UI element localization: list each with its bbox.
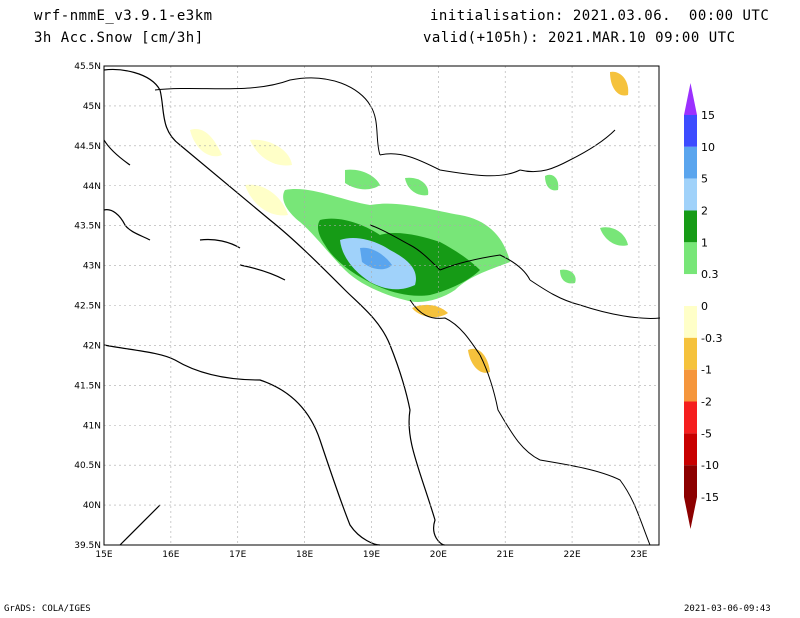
lat-label: 45N <box>83 102 101 112</box>
lon-label: 23E <box>630 550 647 560</box>
footer-left: GrADS: COLA/IGES <box>4 604 91 614</box>
lat-label: 39.5N <box>74 541 101 551</box>
colorbar-segment <box>684 465 697 497</box>
colorbar-cap-bottom <box>684 497 697 529</box>
colorbar-label: -0.3 <box>701 332 722 345</box>
valid-time: valid(+105h): 2021.MAR.10 09:00 UTC <box>423 30 736 46</box>
lon-label: 21E <box>497 550 514 560</box>
lat-label: 42.5N <box>74 302 101 312</box>
lon-label: 19E <box>363 550 380 560</box>
lat-label: 41N <box>83 421 101 431</box>
lat-label: 43N <box>83 262 101 272</box>
colorbar-label: 15 <box>701 109 715 122</box>
lon-label: 15E <box>95 550 112 560</box>
colorbar-label: -1 <box>701 364 712 377</box>
lon-label: 16E <box>162 550 179 560</box>
latitude-labels: 45.5N 45N 44.5N 44N 43.5N 43N 42.5N 42N 41.5N 41N… <box>74 62 101 551</box>
colorbar-segment <box>684 337 697 370</box>
country-borders <box>154 77 661 546</box>
colorbar-cap-top <box>684 83 697 115</box>
lon-label: 17E <box>229 550 246 560</box>
colorbar-label: 1 <box>701 236 708 249</box>
colorbar-segment <box>684 115 697 147</box>
footer-right: 2021-03-06-09:43 <box>684 604 771 614</box>
colorbar-label: 0.3 <box>701 268 719 281</box>
init-time: initialisation: 2021.03.06. 00:00 UTC <box>430 8 770 24</box>
colorbar-segment <box>684 242 697 275</box>
lat-label: 44.5N <box>74 142 101 152</box>
grid-lines <box>104 66 659 545</box>
lon-label: 22E <box>564 550 581 560</box>
colorbar-label: 10 <box>701 141 715 154</box>
colorbar-label: 2 <box>701 205 708 218</box>
model-name: wrf-nmmE_v3.9.1-e3km <box>34 8 213 24</box>
longitude-labels: 15E 16E 17E 18E 19E 20E 21E 22E 23E <box>95 550 647 560</box>
colorbar-label: -2 <box>701 396 712 409</box>
colorbar-label: 0 <box>701 300 708 313</box>
colorbar-segment <box>684 178 697 211</box>
snow-field-positive <box>283 169 628 302</box>
coastlines <box>103 68 446 546</box>
lon-label: 18E <box>296 550 313 560</box>
lat-label: 40N <box>83 501 101 511</box>
colorbar-label: -10 <box>701 459 719 472</box>
colorbar-segment <box>684 274 697 306</box>
snow-field-negative <box>190 71 629 373</box>
colorbar-label: -15 <box>701 491 719 504</box>
colorbar-label: -5 <box>701 427 712 440</box>
colorbar-segment <box>684 146 697 179</box>
colorbar-segment <box>684 306 697 338</box>
colorbar-segment <box>684 433 697 466</box>
lat-label: 42N <box>83 341 101 351</box>
lat-label: 45.5N <box>74 62 101 72</box>
map-frame <box>103 65 660 546</box>
field-name: 3h Acc.Snow [cm/3h] <box>34 30 204 46</box>
lon-label: 20E <box>430 550 447 560</box>
colorbar-label: 5 <box>701 173 708 186</box>
colorbar: 15 10 5 2 1 0.3 0 -0.3 -1 -2 -5 -10 -15 <box>684 83 722 529</box>
colorbar-segment <box>684 401 697 434</box>
lat-label: 43.5N <box>74 222 101 232</box>
colorbar-segment <box>684 210 697 243</box>
lat-label: 41.5N <box>74 381 101 391</box>
colorbar-segment <box>684 369 697 402</box>
lat-label: 40.5N <box>74 461 101 471</box>
lat-label: 44N <box>83 182 101 192</box>
